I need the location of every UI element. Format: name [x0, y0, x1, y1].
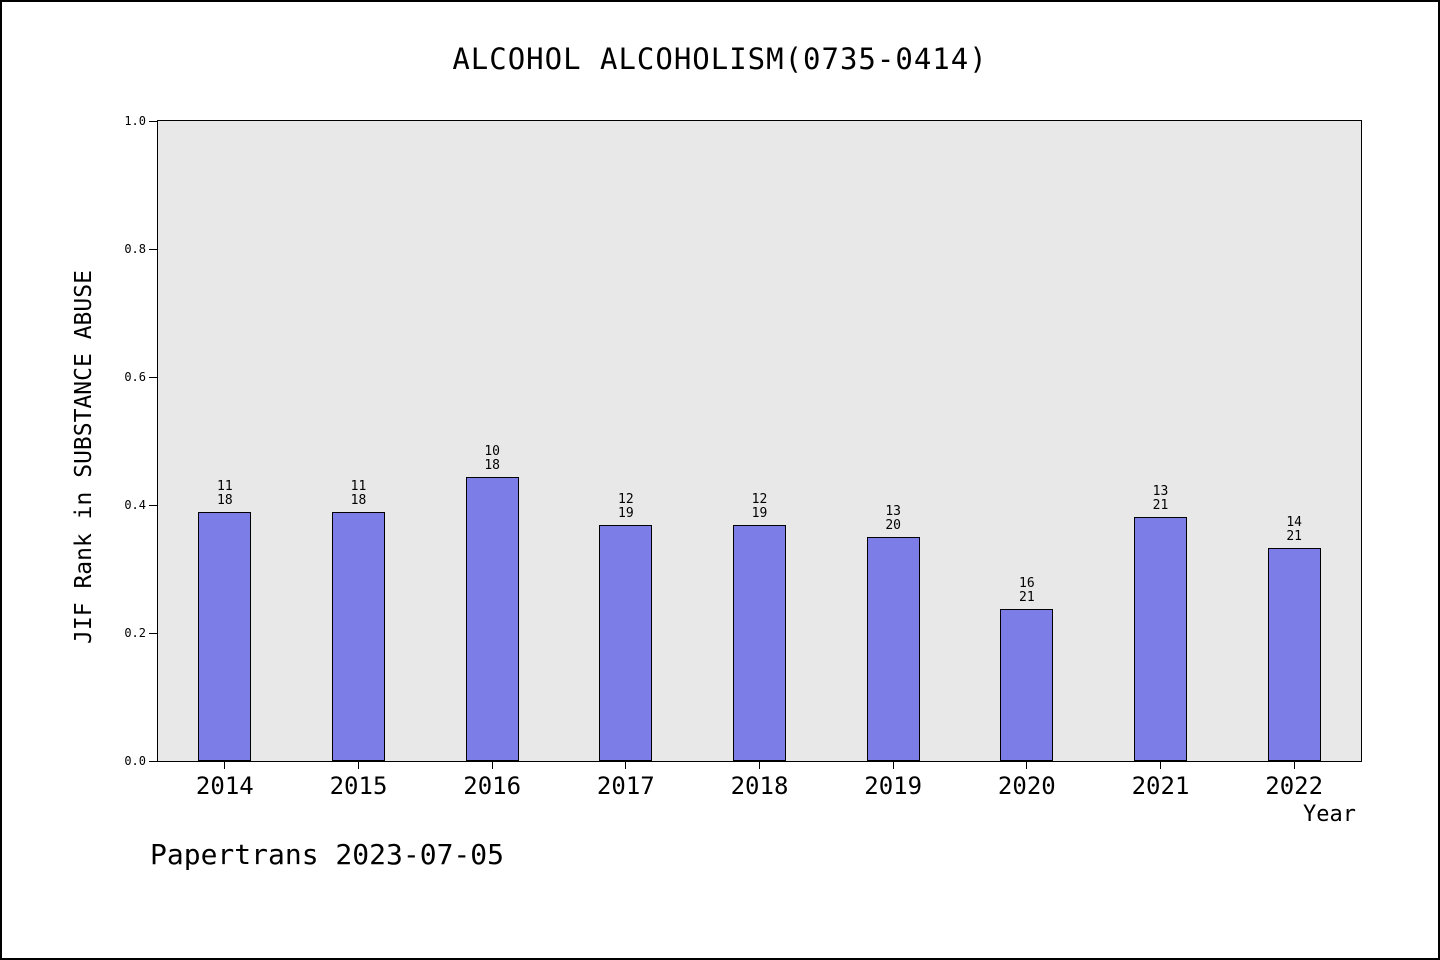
bar-rank: 13	[1152, 484, 1169, 500]
x-tick-label: 2016	[463, 772, 522, 800]
x-axis-label: Year	[1303, 802, 1356, 827]
x-tick-label: 2014	[195, 772, 254, 800]
y-tick-label: 0.8	[124, 242, 146, 256]
x-tick-mark	[1026, 761, 1028, 769]
x-tick-label: 2021	[1131, 772, 1190, 800]
x-tick-mark	[1293, 761, 1295, 769]
bar-value-label: 12 19	[720, 493, 800, 521]
x-tick-mark	[491, 761, 493, 769]
bar	[465, 476, 519, 761]
x-tick-mark	[625, 761, 627, 769]
bar-total: 19	[751, 506, 768, 522]
x-tick-label: 2017	[596, 772, 655, 800]
bar-value-label: 10 18	[452, 443, 532, 473]
bar	[332, 512, 385, 761]
bar-total: 19	[618, 506, 634, 522]
bar-rank: 16	[1019, 575, 1035, 591]
y-tick-mark	[149, 632, 157, 634]
x-tick-label: 2020	[997, 772, 1056, 800]
y-tick-label: 1.0	[124, 114, 146, 128]
bar-rank: 12	[618, 492, 634, 508]
y-tick-label: 0.0	[124, 754, 146, 768]
bar-rank: 13	[885, 504, 901, 519]
y-axis-label: JIF Rank in SUBSTANCE ABUSE	[71, 270, 97, 644]
bar-rank: 10	[484, 443, 500, 459]
bar	[1000, 608, 1054, 761]
y-tick-label: 0.4	[124, 498, 146, 512]
bar-total: 21	[1152, 498, 1169, 514]
y-tick-label: 0.2	[124, 626, 146, 640]
plot-area: 0.0 0.2 0.4 0.6 0.8 1.0 11 18 2014 11 18 2015 10 18 20…	[124, 114, 1362, 799]
bar-rank: 14	[1286, 514, 1302, 530]
bar-total: 18	[484, 457, 500, 473]
chart-title: ALCOHOL ALCOHOLISM(0735-0414)	[452, 42, 988, 76]
y-tick-mark	[149, 120, 157, 122]
bar	[733, 525, 786, 761]
x-tick-mark	[892, 761, 894, 769]
bar-rank: 11	[217, 479, 233, 495]
x-tick-mark	[224, 761, 226, 769]
y-tick-mark	[149, 504, 157, 506]
bar-total: 21	[1019, 589, 1035, 605]
bar-total: 20	[885, 518, 901, 533]
bar-total: 18	[350, 493, 367, 509]
bar-rank: 12	[751, 492, 768, 508]
bar	[1267, 547, 1321, 761]
bar-rank: 11	[350, 479, 367, 495]
x-tick-mark	[358, 761, 359, 769]
x-tick-label: 2015	[329, 772, 388, 800]
bar-value-label: 13 20	[853, 505, 933, 533]
x-tick-label: 2022	[1265, 772, 1324, 800]
x-tick-label: 2018	[730, 772, 789, 800]
footer-text: Papertrans 2023-07-05	[150, 838, 505, 871]
y-tick-mark	[149, 248, 157, 250]
x-tick-mark	[759, 761, 760, 769]
bar-value-label: 11 18	[319, 480, 399, 508]
bar	[198, 512, 252, 761]
x-tick-label: 2019	[864, 772, 923, 800]
y-tick-mark	[149, 376, 157, 378]
bar	[1134, 517, 1187, 761]
bar-value-label: 12 19	[586, 493, 666, 521]
x-tick-mark	[1160, 761, 1161, 769]
bar-value-label: 13 21	[1121, 485, 1201, 513]
bar-total: 18	[217, 493, 233, 509]
bar-total: 21	[1286, 528, 1302, 544]
bar-value-label: 14 21	[1254, 514, 1334, 544]
bar	[866, 537, 920, 761]
y-tick-label: 0.6	[124, 370, 146, 384]
y-tick-mark	[149, 760, 157, 762]
bar	[599, 525, 653, 761]
bar-value-label: 16 21	[987, 575, 1067, 605]
bar-value-label: 11 18	[185, 480, 265, 508]
